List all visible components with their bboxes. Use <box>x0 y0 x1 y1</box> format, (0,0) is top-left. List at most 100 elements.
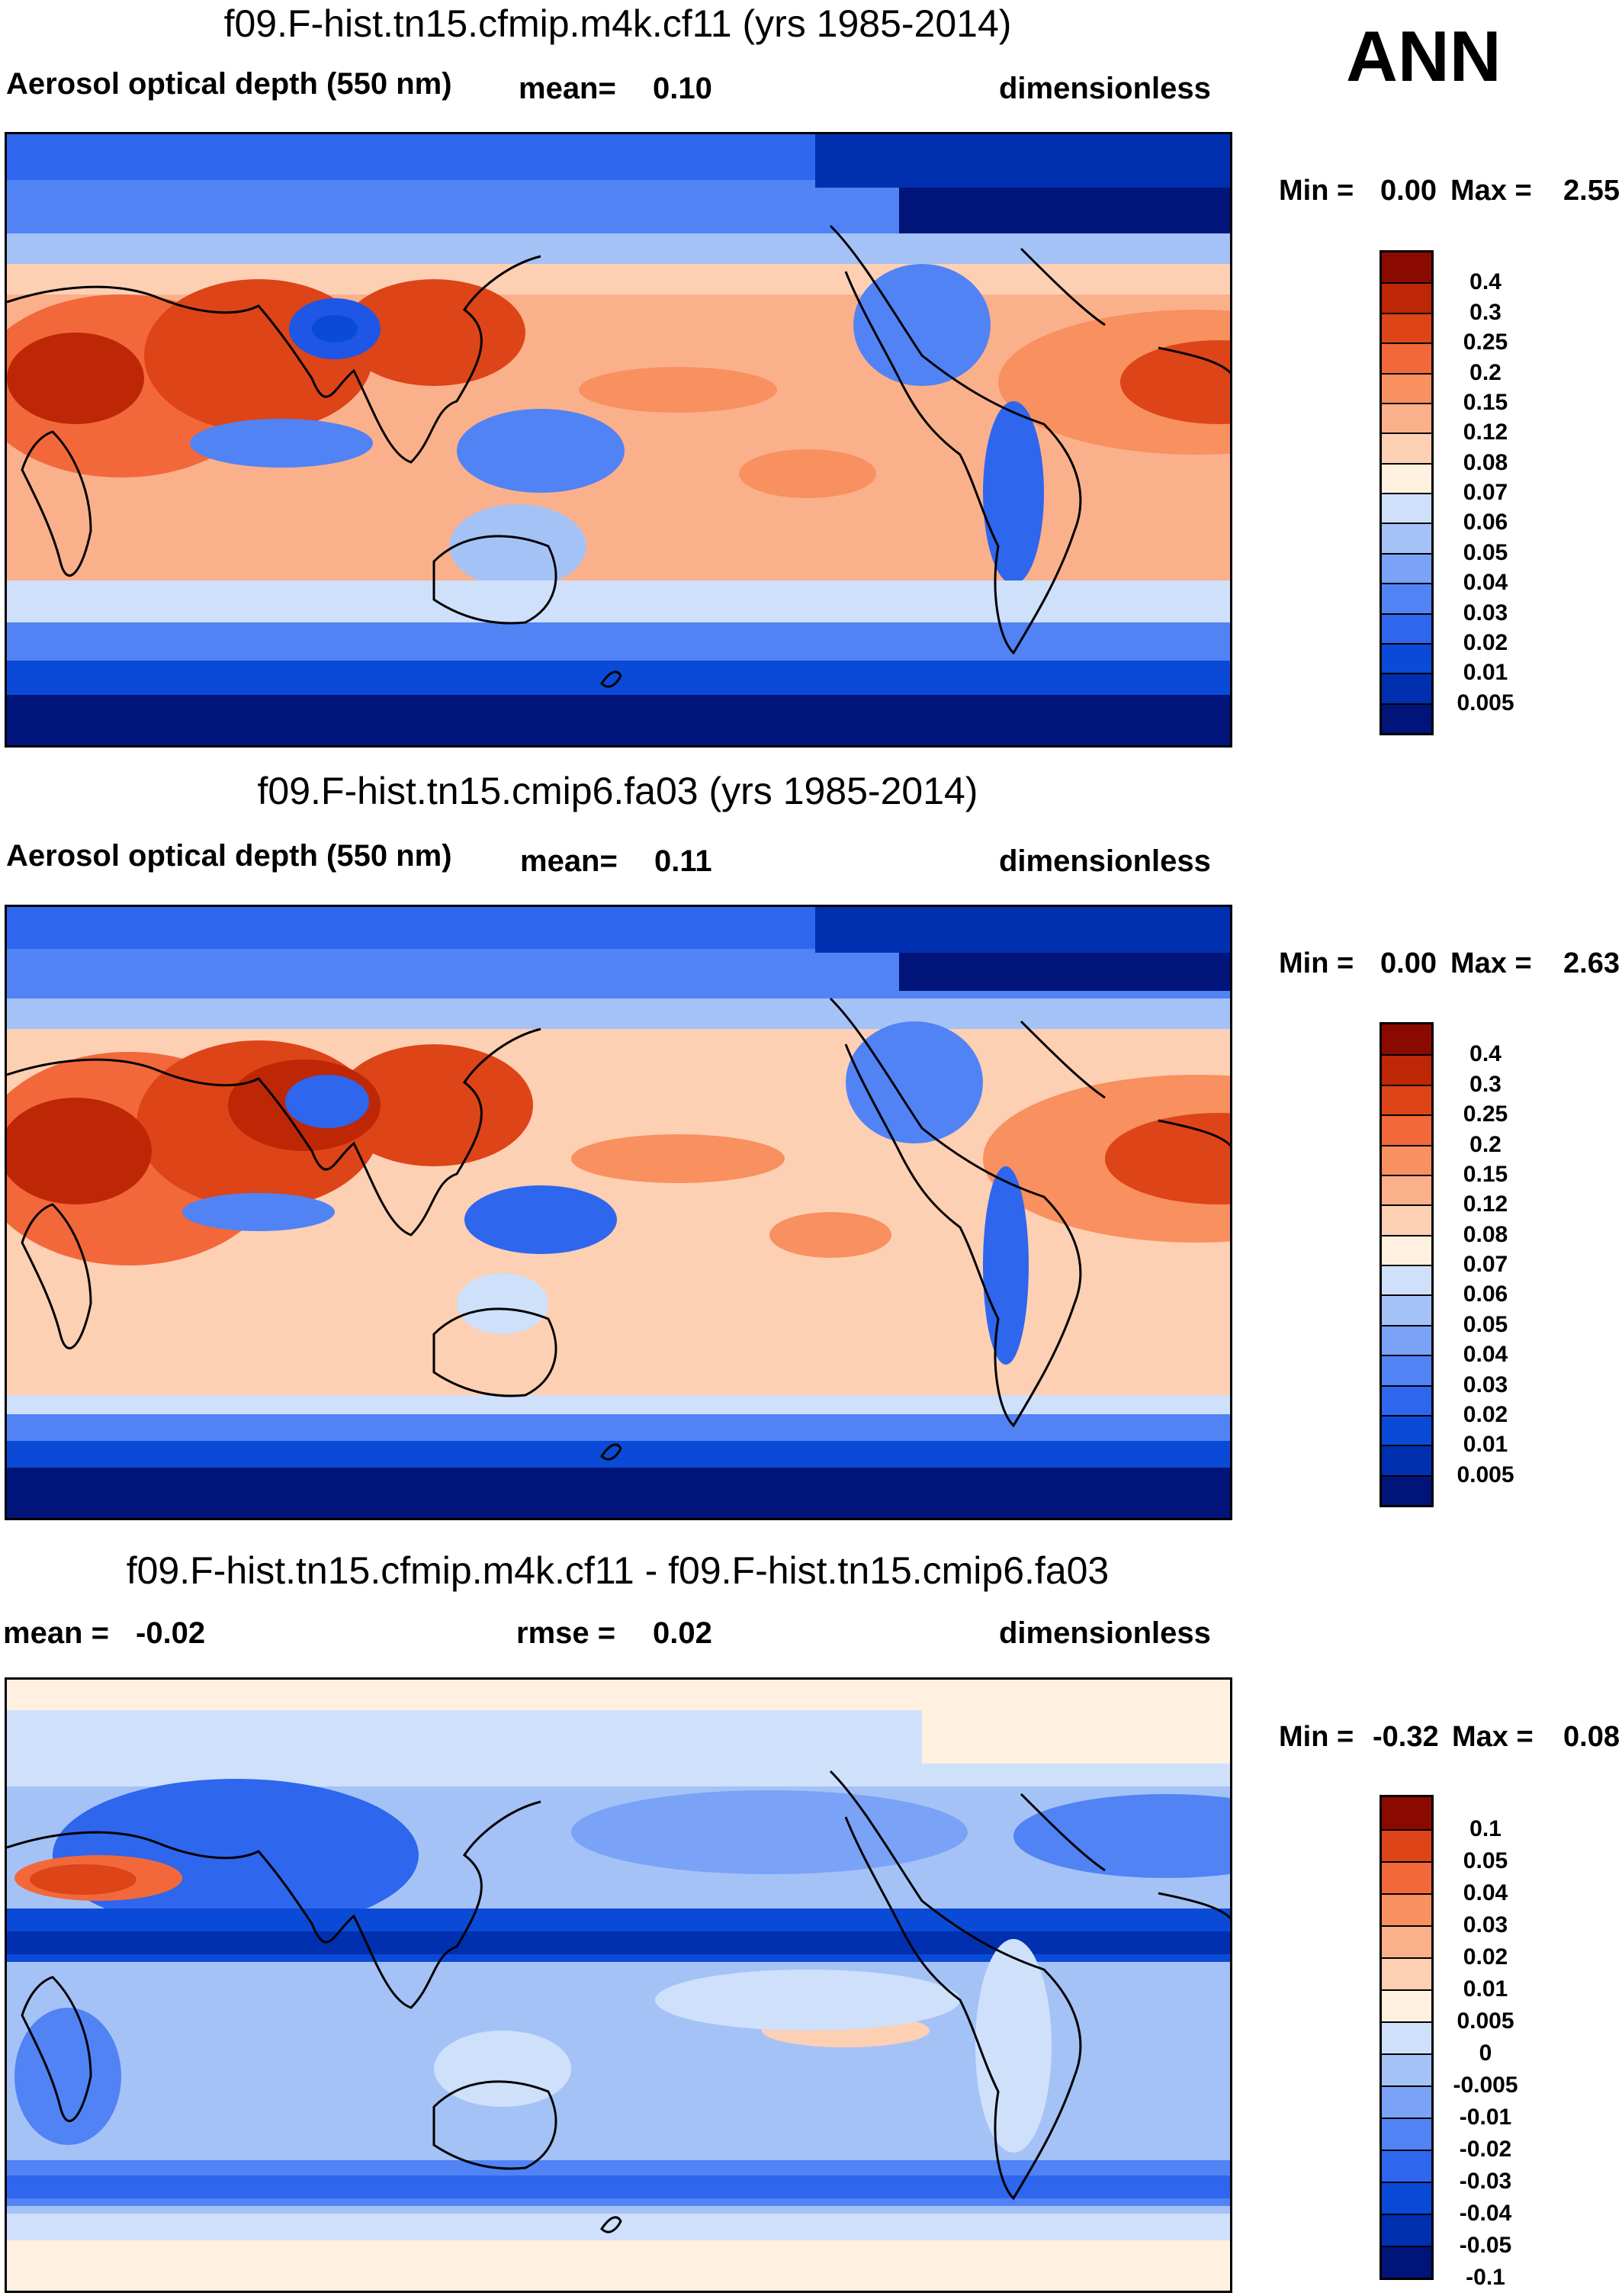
colorbar-level-label: 0.02 <box>1463 1944 1508 1970</box>
panel2-variable: Aerosol optical depth (550 nm) <box>6 839 452 873</box>
colorbar-level-label: 0.25 <box>1463 330 1508 355</box>
colorbar-cell <box>1382 462 1431 493</box>
panel1-map <box>5 132 1232 748</box>
colorbar-level-label: 0.06 <box>1463 1281 1508 1307</box>
colorbar-level-label: -0.01 <box>1459 2105 1512 2130</box>
colorbar-level-label: -0.03 <box>1459 2169 1512 2194</box>
colorbar-level-label: 0.2 <box>1469 359 1502 385</box>
season-label: ANN <box>1346 16 1502 96</box>
panel2-map-field <box>7 907 1230 1518</box>
panel1-max-value: 2.55 <box>1563 175 1620 207</box>
colorbar-level-label: 0.07 <box>1463 1252 1508 1277</box>
colorbar-level-label: 0.3 <box>1469 299 1502 325</box>
colorbar-cell <box>1382 1474 1431 1505</box>
colorbar-level-label: 0.15 <box>1463 1161 1508 1187</box>
colorbar-level-label: 0.03 <box>1463 600 1508 625</box>
colorbar-cell <box>1382 673 1431 703</box>
panel1-coastlines <box>7 224 1230 688</box>
panel2-aod-field <box>7 907 1230 1518</box>
colorbar-level-label: 0.08 <box>1463 1221 1508 1247</box>
colorbar-level-label: 0.005 <box>1457 690 1514 715</box>
colorbar-cell <box>1382 1174 1431 1205</box>
colorbar-level-label: 0.04 <box>1463 570 1508 596</box>
panel2-max-label: Max = <box>1450 947 1532 979</box>
colorbar-cell <box>1382 1829 1431 1861</box>
colorbar-level-label: 0.02 <box>1463 629 1508 655</box>
colorbar-cell <box>1382 2085 1431 2118</box>
colorbar-cell <box>1382 1445 1431 1475</box>
colorbar-level-label: 0.15 <box>1463 389 1508 415</box>
panel3-colorbar-labels: 0.1 0.05 0.04 0.03 0.02 0.01 0.005 0 -0.005 -0.01… <box>1453 1795 1518 2290</box>
colorbar-cell <box>1382 252 1431 283</box>
panel1-aod-field <box>7 134 1230 745</box>
panel2-units: dimensionless <box>999 844 1211 878</box>
colorbar-cell <box>1382 703 1431 733</box>
colorbar-cell <box>1382 1893 1431 1925</box>
panel3-rmse-value: 0.02 <box>653 1616 712 1650</box>
colorbar-level-label: 0.12 <box>1463 1191 1508 1217</box>
panel2-mean-label: mean= <box>520 844 618 878</box>
colorbar-level-label: 0 <box>1479 2040 1492 2066</box>
colorbar-cell <box>1382 1989 1431 2021</box>
colorbar-level-label: 0.12 <box>1463 420 1508 445</box>
colorbar-cell <box>1382 2214 1431 2246</box>
colorbar-level-label: -0.02 <box>1459 2137 1512 2162</box>
colorbar-cell <box>1382 1384 1431 1415</box>
panel3-mean-label: mean = <box>3 1616 109 1650</box>
colorbar-cell <box>1382 2150 1431 2182</box>
colorbar-level-label: 0.05 <box>1463 1848 1508 1873</box>
panel2-title: f09.F-hist.tn15.cmip6.fa03 (yrs 1985-201… <box>257 770 978 812</box>
panel3-max-value: 0.08 <box>1563 1721 1620 1753</box>
panel3-units: dimensionless <box>999 1616 1211 1650</box>
colorbar-cell <box>1382 1324 1431 1355</box>
panel1-map-field <box>7 134 1230 745</box>
colorbar-level-label: 0.01 <box>1463 1432 1508 1458</box>
panel3-min-value: -0.32 <box>1373 1721 1439 1753</box>
colorbar-level-label: 0.07 <box>1463 480 1508 505</box>
colorbar-cell <box>1382 1957 1431 1989</box>
panel3-difference-field <box>7 1680 1230 2291</box>
panel1-title: f09.F-hist.tn15.cfmip.m4k.cf11 (yrs 1985… <box>223 2 1012 45</box>
panel3-coastlines <box>7 1770 1230 2233</box>
colorbar-cell <box>1382 2246 1431 2278</box>
panel3-map <box>5 1677 1232 2293</box>
panel1-mean-label: mean= <box>519 72 616 105</box>
panel3-max-label: Max = <box>1452 1721 1534 1753</box>
colorbar-level-label: 0.04 <box>1463 1880 1508 1905</box>
colorbar-level-label: 0.08 <box>1463 449 1508 475</box>
panel2-colorbar <box>1380 1022 1434 1507</box>
colorbar-cell <box>1382 1204 1431 1235</box>
colorbar-cell <box>1382 1084 1431 1115</box>
colorbar-cell <box>1382 493 1431 523</box>
colorbar-cell <box>1382 282 1431 313</box>
colorbar-cell <box>1382 2118 1431 2150</box>
panel1-min-value: 0.00 <box>1380 175 1437 207</box>
colorbar-cell <box>1382 552 1431 584</box>
panel3-rmse-label: rmse = <box>516 1616 616 1650</box>
colorbar-level-label: 0.01 <box>1463 660 1508 686</box>
colorbar-cell <box>1382 1797 1431 1829</box>
panel2-map <box>5 905 1232 1520</box>
colorbar-cell <box>1382 1925 1431 1957</box>
colorbar-cell <box>1382 1144 1431 1175</box>
colorbar-cell <box>1382 2053 1431 2085</box>
panel1-units: dimensionless <box>999 72 1211 105</box>
panel1-colorbar-labels: 0.4 0.3 0.25 0.2 0.15 0.12 0.08 0.07 0.06 0.05 0.0… <box>1457 250 1514 735</box>
panel1-max-label: Max = <box>1450 175 1532 207</box>
panel2-coastlines <box>7 997 1230 1461</box>
panel3-title: f09.F-hist.tn15.cfmip.m4k.cf11 - f09.F-h… <box>126 1549 1110 1592</box>
colorbar-cell <box>1382 1024 1431 1055</box>
panel1-variable: Aerosol optical depth (550 nm) <box>6 67 452 101</box>
panel3-colorbar <box>1380 1795 1434 2280</box>
panel1-colorbar <box>1380 250 1434 735</box>
colorbar-level-label: -0.005 <box>1453 2073 1518 2098</box>
colorbar-level-label: 0.06 <box>1463 510 1508 535</box>
panel1-mean-value: 0.10 <box>653 72 712 105</box>
colorbar-cell <box>1382 1294 1431 1325</box>
panel2-min-value: 0.00 <box>1380 947 1437 979</box>
colorbar-cell <box>1382 1414 1431 1445</box>
colorbar-cell <box>1382 1114 1431 1145</box>
colorbar-cell <box>1382 433 1431 463</box>
colorbar-level-label: 0.02 <box>1463 1401 1508 1427</box>
colorbar-level-label: 0.4 <box>1469 269 1502 295</box>
